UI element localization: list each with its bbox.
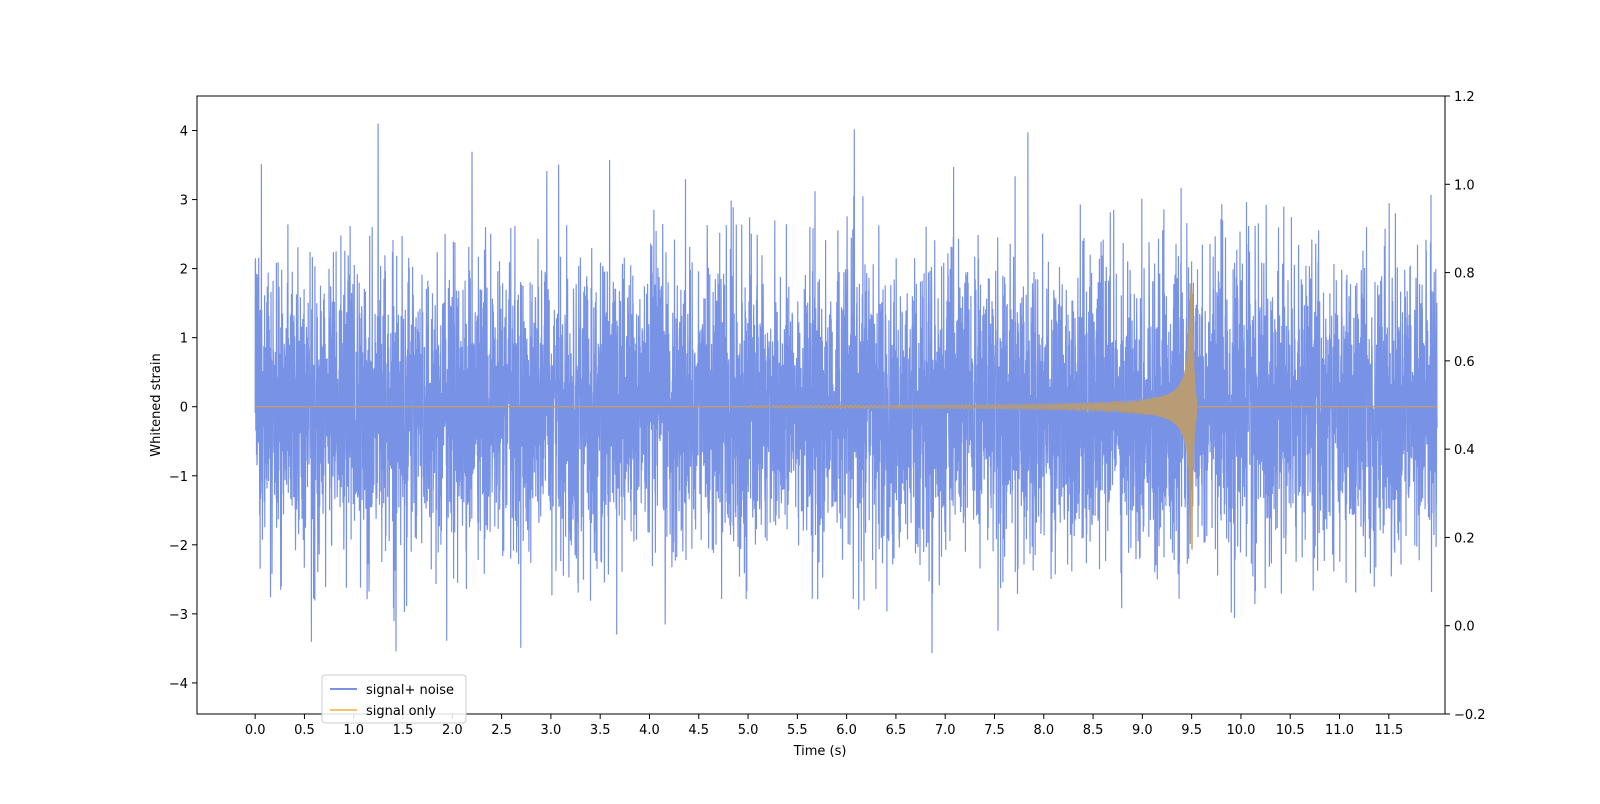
x-tick-label: 11.0 bbox=[1325, 723, 1354, 738]
x-tick-label: 2.0 bbox=[442, 723, 463, 738]
x-tick-label: 0.5 bbox=[294, 723, 315, 738]
x-tick-label: 5.5 bbox=[787, 723, 808, 738]
y-tick-label: 1 bbox=[180, 332, 188, 347]
x-tick-label: 6.5 bbox=[886, 723, 907, 738]
legend-label-signal-only: signal only bbox=[366, 704, 436, 719]
y-tick-label: −4 bbox=[169, 677, 188, 692]
x-tick-label: 9.5 bbox=[1181, 723, 1202, 738]
legend: signal+ noise signal only bbox=[321, 674, 467, 724]
x-tick-label: 0.0 bbox=[245, 723, 266, 738]
y-tick-label: 3 bbox=[180, 194, 188, 209]
x-tick-label: 4.5 bbox=[688, 723, 709, 738]
y-tick-label: 4 bbox=[180, 125, 188, 140]
x-tick-label: 8.0 bbox=[1033, 723, 1054, 738]
x-tick-label: 1.5 bbox=[393, 723, 414, 738]
x-tick-label: 6.0 bbox=[836, 723, 857, 738]
right-axis-ticks: 1.2 1.0 0.8 0.6 0.4 0.2 0.0 −0.2 bbox=[1445, 90, 1486, 723]
y-tick-label: 2 bbox=[180, 263, 188, 278]
y-tick-label: −1 bbox=[169, 470, 188, 485]
x-tick-label: 9.0 bbox=[1132, 723, 1153, 738]
series-signal-only-line bbox=[255, 283, 1438, 550]
x-tick-label: 1.0 bbox=[343, 723, 364, 738]
right-tick-label: 0.2 bbox=[1454, 531, 1475, 546]
x-tick-label: 3.0 bbox=[541, 723, 562, 738]
plot-frame bbox=[196, 95, 1446, 715]
x-tick-label: 7.0 bbox=[935, 723, 956, 738]
x-axis-label: Time (s) bbox=[793, 744, 847, 759]
right-tick-label: 0.0 bbox=[1454, 620, 1475, 635]
legend-frame bbox=[321, 674, 467, 724]
x-tick-label: 10.5 bbox=[1276, 723, 1305, 738]
series-signal-noise-line bbox=[254, 123, 1438, 654]
x-tick-label: 4.0 bbox=[639, 723, 660, 738]
right-tick-label: 1.2 bbox=[1454, 90, 1475, 105]
noise-series-layer bbox=[254, 123, 1438, 654]
right-tick-label: 0.6 bbox=[1454, 355, 1475, 370]
y-axis-ticks: 4 3 2 1 0 −1 −2 −3 −4 bbox=[169, 125, 197, 692]
x-tick-label: 5.0 bbox=[738, 723, 759, 738]
y-axis-label: Whitened strain bbox=[149, 353, 164, 456]
signal-series-layer bbox=[255, 283, 1438, 550]
x-tick-label: 8.5 bbox=[1083, 723, 1104, 738]
right-tick-label: −0.2 bbox=[1454, 708, 1486, 723]
x-tick-label: 2.5 bbox=[491, 723, 512, 738]
y-tick-label: 0 bbox=[180, 401, 188, 416]
legend-label-signal-noise: signal+ noise bbox=[366, 683, 454, 698]
right-tick-label: 0.4 bbox=[1454, 443, 1475, 458]
right-tick-label: 0.8 bbox=[1454, 267, 1475, 282]
x-tick-label: 3.5 bbox=[590, 723, 611, 738]
x-tick-label: 11.5 bbox=[1374, 723, 1403, 738]
right-tick-label: 1.0 bbox=[1454, 178, 1475, 193]
x-axis-ticks: 0.0 0.5 1.0 1.5 2.0 2.5 3.0 3.5 4.0 4.5 5.0 5.5 6.0 6… bbox=[245, 714, 1403, 738]
x-tick-label: 10.0 bbox=[1226, 723, 1255, 738]
y-tick-label: −2 bbox=[169, 539, 188, 554]
y-tick-label: −3 bbox=[169, 608, 188, 623]
x-tick-label: 7.5 bbox=[984, 723, 1005, 738]
